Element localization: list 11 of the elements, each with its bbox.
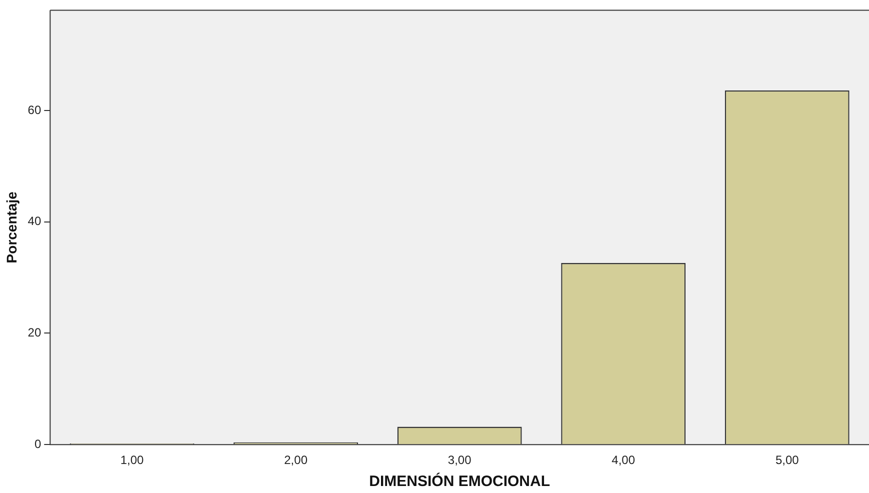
x-tick-label: 3,00 (448, 453, 472, 468)
x-tick-label: 5,00 (775, 453, 800, 468)
x-tick-label: 2,00 (284, 453, 308, 468)
y-tick-label: 20 (28, 326, 42, 340)
x-tick-label: 1,00 (120, 453, 144, 468)
y-tick-label: 40 (28, 214, 42, 228)
y-axis-title: Porcentaje (3, 191, 20, 264)
y-tick-label: 60 (28, 102, 42, 117)
x-tick-label: 4,00 (612, 453, 636, 468)
y-tick-label: 0 (34, 436, 42, 451)
x-axis-title: DIMENSIÓN EMOCIONAL (369, 472, 550, 490)
